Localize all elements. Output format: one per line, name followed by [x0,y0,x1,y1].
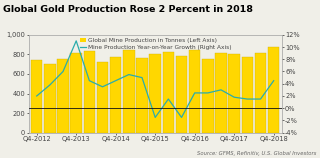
Bar [110,57,122,133]
Bar [84,51,95,133]
Legend: Global Mine Production in Tonnes (Left Axis), Mine Production Year-on-Year Growt: Global Mine Production in Tonnes (Left A… [80,38,232,50]
Bar [163,52,174,133]
Bar [215,53,227,133]
Bar [149,54,161,133]
Bar [242,57,253,133]
Bar [268,47,279,133]
Bar [255,53,266,133]
Text: Global Gold Production Rose 2 Percent in 2018: Global Gold Production Rose 2 Percent in… [3,5,253,14]
Bar [202,59,214,133]
Bar [31,60,43,133]
Bar [70,53,82,133]
Bar [228,54,240,133]
Text: Source: GFMS, Refinitiv, U.S. Global Investors: Source: GFMS, Refinitiv, U.S. Global Inv… [197,151,317,156]
Bar [136,58,148,133]
Bar [44,64,56,133]
Bar [176,56,187,133]
Bar [189,50,201,133]
Bar [57,59,69,133]
Bar [97,62,108,133]
Bar [123,50,135,133]
